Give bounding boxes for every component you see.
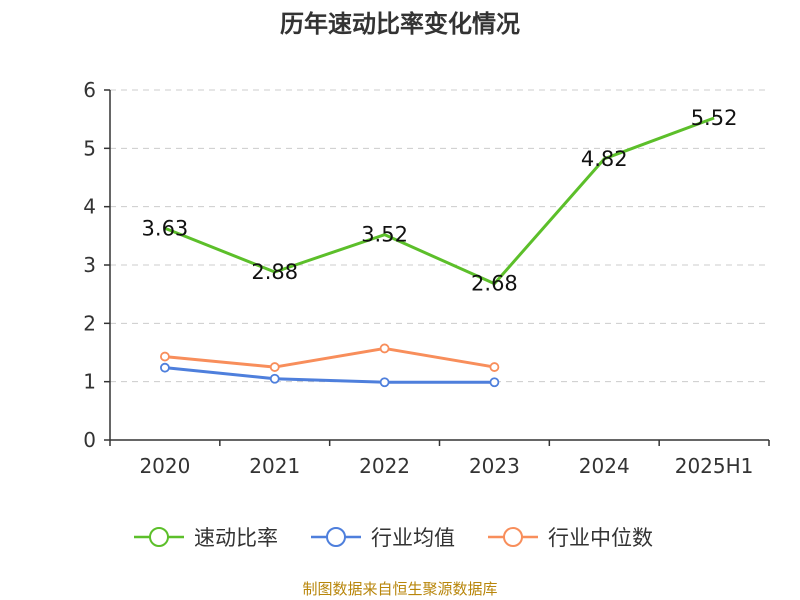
y-tick-label: 1 — [83, 370, 96, 394]
data-point — [379, 343, 390, 354]
legend-marker — [326, 527, 346, 547]
series-line-3 — [164, 346, 495, 369]
x-tick-label: 2023 — [469, 454, 520, 478]
x-tick-label: 2021 — [249, 454, 300, 478]
chart-title: 历年速动比率变化情况 — [280, 10, 520, 38]
data-label: 5.52 — [691, 106, 738, 130]
legend-marker — [503, 527, 523, 547]
x-tick-label: 2022 — [359, 454, 410, 478]
y-tick-label: 0 — [83, 428, 96, 452]
data-label: 2.88 — [251, 260, 298, 284]
y-tick-label: 3 — [83, 253, 96, 277]
data-label: 3.63 — [142, 216, 189, 240]
data-point — [489, 362, 500, 372]
data-point — [160, 351, 170, 362]
data-label: 3.52 — [361, 223, 408, 247]
x-tick-label: 2020 — [139, 454, 190, 478]
data-label: 4.82 — [581, 147, 628, 171]
data-point — [160, 362, 170, 373]
data-label: 2.68 — [471, 272, 518, 296]
legend-label: 速动比率 — [194, 526, 278, 550]
y-tick-label: 6 — [83, 78, 96, 102]
series-line-1 — [164, 116, 715, 286]
x-tick-label: 2025H1 — [675, 454, 754, 478]
y-tick-label: 2 — [83, 311, 96, 335]
data-point — [269, 362, 280, 372]
data-point — [379, 377, 390, 388]
source-note: 制图数据来自恒生聚源数据库 — [302, 580, 498, 598]
y-tick-label: 4 — [83, 195, 96, 219]
legend-marker — [149, 527, 169, 547]
y-tick-label: 5 — [83, 136, 96, 160]
data-point — [269, 373, 280, 384]
data-point — [489, 377, 500, 388]
series-line-2 — [164, 366, 495, 384]
legend-label: 行业中位数 — [548, 526, 653, 550]
x-tick-label: 2024 — [579, 454, 630, 478]
legend-label: 行业均值 — [371, 526, 455, 550]
